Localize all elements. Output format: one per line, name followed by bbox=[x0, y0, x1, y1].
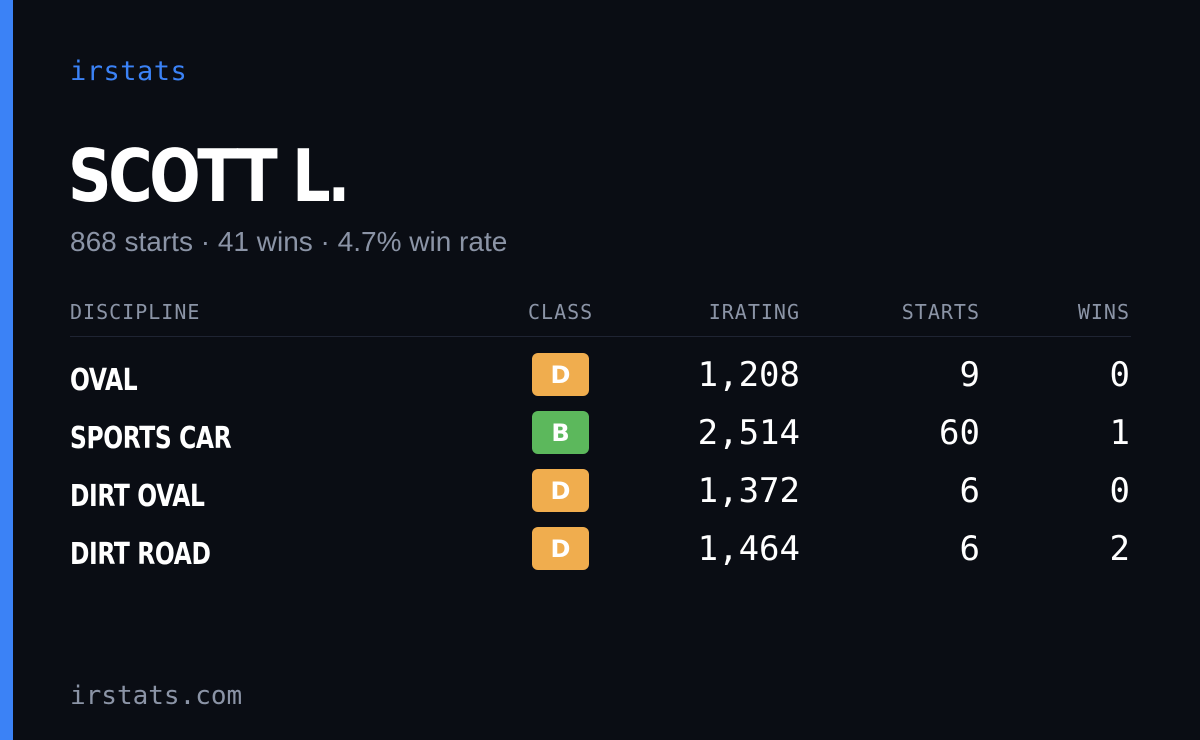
table-row: DIRT OVAL D 1,372 6 0 bbox=[70, 469, 1131, 527]
starts-value: 6 bbox=[959, 529, 980, 569]
table-row: OVAL D 1,208 9 0 bbox=[70, 353, 1131, 411]
brand-logo: irstats bbox=[70, 56, 188, 87]
starts-value: 9 bbox=[959, 355, 980, 395]
wins-value: 0 bbox=[1109, 471, 1130, 511]
irating-value: 1,208 bbox=[697, 355, 800, 395]
table-row: DIRT ROAD D 1,464 6 2 bbox=[70, 527, 1131, 585]
irating-value: 2,514 bbox=[697, 413, 800, 453]
wins-value: 0 bbox=[1109, 355, 1130, 395]
starts-value: 6 bbox=[959, 471, 980, 511]
discipline-name: DIRT ROAD bbox=[70, 537, 211, 572]
header-irating: IRATING bbox=[708, 300, 800, 324]
discipline-name: DIRT OVAL bbox=[70, 479, 205, 514]
class-badge: B bbox=[532, 411, 589, 454]
table-row: SPORTS CAR B 2,514 60 1 bbox=[70, 411, 1131, 469]
wins-value: 2 bbox=[1109, 529, 1130, 569]
header-starts: STARTS bbox=[901, 300, 980, 324]
header-discipline: DISCIPLINE bbox=[70, 300, 201, 324]
header-class: CLASS bbox=[528, 300, 594, 324]
class-badge: D bbox=[532, 353, 589, 396]
footer-url: irstats.com bbox=[70, 681, 243, 711]
starts-value: 60 bbox=[939, 413, 980, 453]
header-wins: WINS bbox=[1077, 300, 1130, 324]
class-badge: D bbox=[532, 469, 589, 512]
driver-name: SCOTT L. bbox=[68, 134, 350, 218]
wins-value: 1 bbox=[1109, 413, 1130, 453]
table-body: OVAL D 1,208 9 0 SPORTS CAR B 2,514 60 1… bbox=[70, 337, 1131, 585]
class-badge: D bbox=[532, 527, 589, 570]
discipline-name: OVAL bbox=[70, 363, 138, 398]
driver-summary: 868 starts · 41 wins · 4.7% win rate bbox=[70, 226, 508, 257]
irating-value: 1,464 bbox=[697, 529, 800, 569]
irating-value: 1,372 bbox=[697, 471, 800, 511]
accent-bar bbox=[0, 0, 13, 740]
discipline-name: SPORTS CAR bbox=[70, 421, 232, 456]
stats-table: DISCIPLINE CLASS IRATING STARTS WINS OVA… bbox=[70, 296, 1131, 585]
table-header: DISCIPLINE CLASS IRATING STARTS WINS bbox=[70, 296, 1131, 337]
